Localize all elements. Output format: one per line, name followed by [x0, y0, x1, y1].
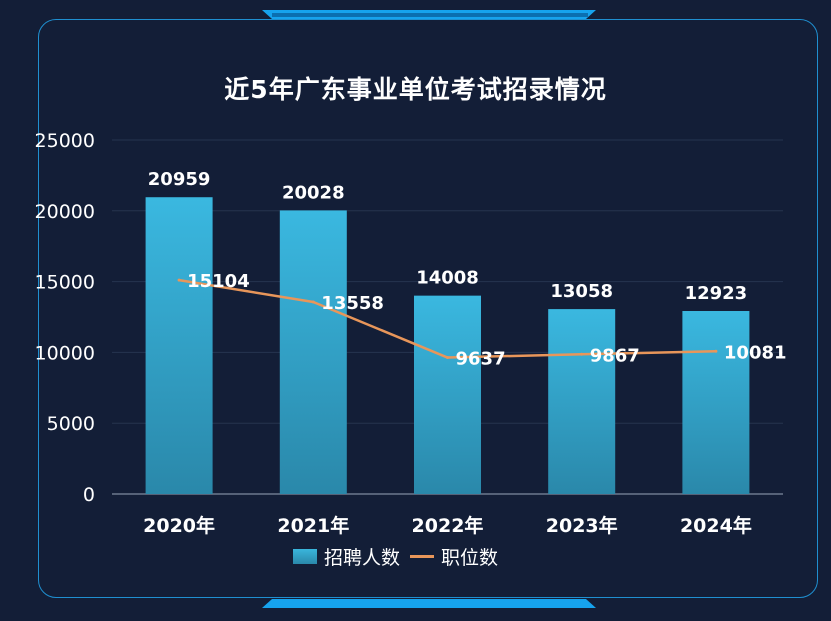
x-tick-label: 2020年	[143, 514, 215, 537]
x-tick-label: 2023年	[546, 514, 618, 537]
legend-label-bar: 招聘人数	[324, 547, 401, 569]
chart-title: 近5年广东事业单位考试招录情况	[224, 75, 607, 104]
line-point	[446, 356, 449, 360]
frame-top-tab-inner	[272, 13, 588, 17]
bar-value-label: 14008	[416, 268, 479, 289]
line-value-label: 9637	[456, 349, 506, 370]
bar	[279, 210, 347, 495]
x-tick-label: 2021年	[277, 514, 349, 537]
line-value-label: 9867	[590, 345, 640, 366]
bar	[548, 309, 616, 494]
bar-value-label: 13058	[550, 281, 613, 302]
chart-legend: 招聘人数 职位数	[293, 543, 498, 570]
y-tick-label: 15000	[35, 272, 95, 294]
legend-swatch-bar	[293, 549, 317, 564]
line-point	[311, 300, 315, 304]
line-point	[177, 278, 181, 282]
bar	[145, 197, 213, 494]
y-tick-label: 5000	[47, 413, 95, 435]
line-point	[714, 349, 718, 353]
line-value-label: 10081	[724, 342, 787, 363]
y-tick-label: 20000	[35, 201, 95, 223]
bar-value-label: 20959	[148, 169, 211, 190]
line-point	[580, 352, 584, 356]
line-value-label: 15104	[187, 271, 250, 292]
y-tick-label: 10000	[35, 342, 95, 364]
line-value-label: 13558	[321, 293, 384, 314]
y-tick-label: 25000	[35, 130, 95, 152]
legend-swatch-line	[410, 555, 435, 558]
bar	[414, 295, 481, 494]
y-tick-label: 0	[83, 484, 95, 506]
x-tick-label: 2022年	[412, 514, 484, 537]
x-tick-label: 2024年	[680, 514, 752, 537]
bar-value-label: 20028	[282, 182, 345, 203]
panel-frame	[38, 19, 818, 598]
bar-value-label: 12923	[685, 283, 748, 304]
bar	[682, 311, 750, 494]
legend-label-line: 职位数	[441, 547, 499, 569]
frame-bottom-tab	[262, 599, 596, 608]
